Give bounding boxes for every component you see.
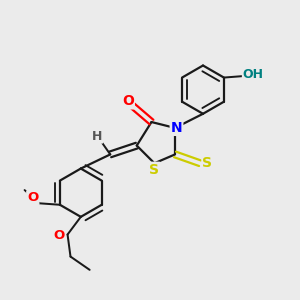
Text: OH: OH	[243, 68, 264, 81]
Text: S: S	[149, 163, 159, 177]
Text: H: H	[92, 130, 102, 143]
Text: S: S	[202, 156, 212, 170]
Text: N: N	[171, 121, 182, 135]
Text: O: O	[122, 94, 134, 108]
Text: O: O	[54, 230, 65, 242]
Text: O: O	[27, 191, 38, 205]
